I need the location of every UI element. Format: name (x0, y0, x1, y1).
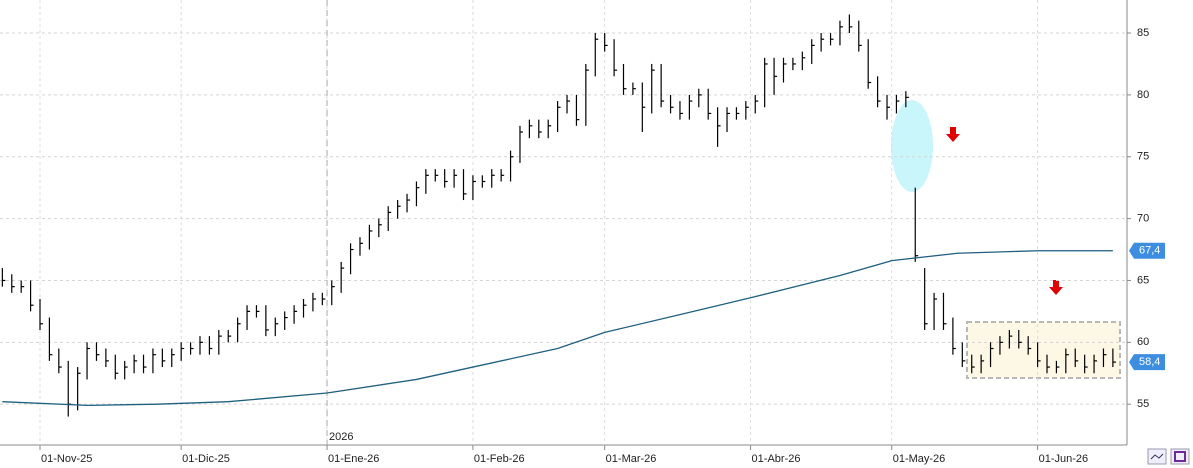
y-tick-label: 85 (1137, 27, 1149, 39)
y-tick-label: 55 (1137, 398, 1149, 410)
x-tick-label: 01-Jun-26 (1039, 453, 1089, 465)
y-tick-label: 70 (1137, 213, 1149, 225)
x-tick-label: 01-Dic-25 (182, 453, 230, 465)
y-tick-label: 60 (1137, 336, 1149, 348)
x-tick-label: 01-Ene-26 (328, 453, 379, 465)
y-tick-label: 75 (1137, 151, 1149, 163)
icon (1174, 451, 1186, 462)
moving-average (2, 250, 1113, 407)
range-box (966, 321, 1121, 379)
icon (1150, 453, 1164, 460)
year-label: 2026 (329, 431, 353, 443)
x-tick-label: 01-May-26 (893, 453, 946, 465)
x-tick-label: 01-Feb-26 (474, 453, 525, 465)
y-tick-label: 80 (1137, 89, 1149, 101)
down-arrow (946, 127, 960, 142)
y-tick-label: 65 (1137, 274, 1149, 286)
x-tick-label: 01-Nov-25 (41, 453, 92, 465)
down-arrow (1049, 280, 1063, 295)
x-tick-label: 01-Mar-26 (606, 453, 657, 465)
price-label: 67,4 (1139, 245, 1160, 257)
price-label: 58,4 (1139, 356, 1160, 368)
x-tick-label: 01-Abr-26 (752, 453, 801, 465)
price-label-box (1129, 354, 1165, 371)
price-label-box (1129, 242, 1165, 259)
highlight-ellipse (891, 100, 933, 192)
